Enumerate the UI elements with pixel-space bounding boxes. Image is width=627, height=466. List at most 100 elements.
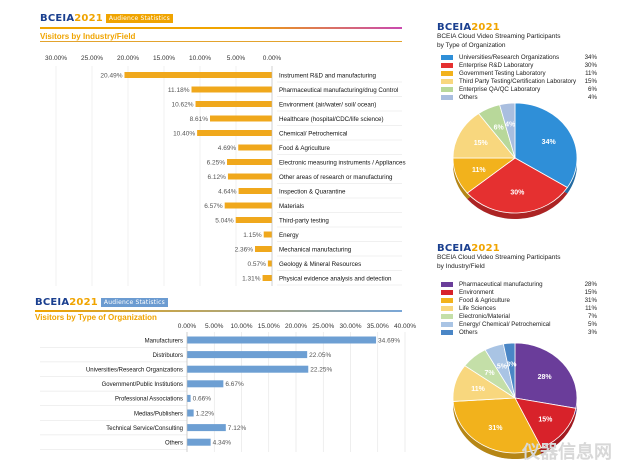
section-title-type: Visitors by Type of Organization xyxy=(35,313,157,322)
pie-org-title-line2: by Type of Organization xyxy=(437,41,506,49)
pie-field-title-line1: BCEIA Cloud Video Streaming Participants xyxy=(437,254,561,261)
pie-org-chart: 34% 30% 11% 15% 6% 4% xyxy=(452,102,578,219)
pie-field-legend: Pharmaceutical manufacturing 28% Environme… xyxy=(441,280,597,336)
legend-swatch xyxy=(441,329,453,335)
x-tick-label: 0.00% xyxy=(263,55,282,62)
x-tick-label: 5.00% xyxy=(227,55,246,62)
watermark-text: 仪器信息网 xyxy=(522,442,612,462)
category-label: Chemical/ Petrochemical xyxy=(279,130,347,137)
bar xyxy=(255,246,272,252)
legend-item: Energy/ Chemical/ Petrochemical 5% xyxy=(441,320,597,328)
category-label: Healthcare (hospital/CDC/life science) xyxy=(279,116,384,123)
data-label: 20.49% xyxy=(100,72,122,79)
x-tick-label: 30.00% xyxy=(45,55,67,62)
legend-value: 15% xyxy=(584,77,597,85)
legend-value: 30% xyxy=(584,61,597,69)
legend-label: Others xyxy=(459,93,478,101)
data-label: 34.69% xyxy=(378,337,400,344)
x-tick-label: 20.00% xyxy=(117,55,139,62)
legend-value: 3% xyxy=(588,328,597,336)
legend-value: 4% xyxy=(588,93,597,101)
header-rule xyxy=(40,27,402,29)
data-label: 8.61% xyxy=(190,116,209,123)
data-label: 1.15% xyxy=(243,232,262,239)
bar xyxy=(262,275,272,281)
legend-label: Third Party Testing/Certification Labora… xyxy=(459,77,577,85)
legend-swatch xyxy=(441,281,453,287)
category-label: Manufacturers xyxy=(145,338,183,344)
legend-swatch xyxy=(441,62,453,68)
logo-year: 2021 xyxy=(471,22,500,33)
legend-value: 28% xyxy=(584,280,597,288)
legend-label: Government Testing Laboratory xyxy=(459,69,546,77)
logo-main: BCEIA xyxy=(35,297,70,308)
bar xyxy=(195,101,272,107)
logo-industry: BCEIA2021 Audience Statistics xyxy=(40,13,173,24)
bar xyxy=(187,365,309,373)
bar xyxy=(187,409,194,417)
pie-field-title-line2: by Industry/Field xyxy=(437,262,485,270)
data-label: 4.69% xyxy=(218,145,237,152)
bar xyxy=(187,380,224,388)
legend-value: 6% xyxy=(588,85,597,93)
data-label: 4.64% xyxy=(218,188,237,195)
industry-bar-chart: 30.00% 25.00% 20.00% 15.00% 10.00% 5.00% 0.00%… xyxy=(45,55,406,286)
legend-swatch xyxy=(441,94,453,100)
legend-value: 34% xyxy=(584,53,597,61)
bar xyxy=(238,144,272,151)
legend-swatch xyxy=(441,86,453,92)
category-label: Other areas of research or manufacturing xyxy=(279,174,393,181)
pie-slice-label: 31% xyxy=(488,425,503,432)
x-tick-label: 25.00% xyxy=(81,55,103,62)
legend-item: Others 4% xyxy=(441,93,597,101)
logo-year: 2021 xyxy=(74,13,103,24)
bar xyxy=(263,231,272,238)
category-label: Environment (air/water/ soil/ ocean) xyxy=(279,101,376,108)
category-label: Government/Public Institutions xyxy=(102,382,183,388)
legend-item: Third Party Testing/Certification Labora… xyxy=(441,77,597,85)
bar xyxy=(187,336,377,344)
x-tick-label: 0.00% xyxy=(178,323,197,330)
pie-field-title: BCEIA Cloud Video Streaming Participants… xyxy=(437,254,560,271)
pie-slice-label: 30% xyxy=(510,190,525,197)
logo-main: BCEIA xyxy=(437,243,472,254)
category-label: Pharmaceutical manufacturing/drug Contro… xyxy=(279,87,398,94)
legend-swatch xyxy=(441,321,453,327)
category-label: Technical Service/Consulting xyxy=(106,426,183,432)
pie-slice xyxy=(466,157,568,214)
pie-slice-label: 3% xyxy=(506,362,517,369)
category-label: Materials xyxy=(279,203,304,210)
x-tick-label: 15.00% xyxy=(258,323,280,330)
legend-item: Universities/Research Organizations 34% xyxy=(441,53,597,61)
x-tick-label: 15.00% xyxy=(153,55,175,62)
pie-slice-label: 4% xyxy=(505,122,516,129)
x-tick-label: 20.00% xyxy=(285,323,307,330)
audience-tag: Audience Statistics xyxy=(105,13,173,23)
legend-item: Enterprise R&D Laboratory 30% xyxy=(441,61,597,69)
logo-main: BCEIA xyxy=(437,22,472,33)
category-label: Food & Agriculture xyxy=(279,145,330,152)
pie-slice-label: 11% xyxy=(471,386,485,393)
pie-slice-label: 7% xyxy=(485,370,496,377)
category-label: Mechanical manufacturing xyxy=(279,246,352,253)
legend-item: Food & Agriculture 31% xyxy=(441,296,597,304)
logo-main: BCEIA xyxy=(40,13,75,24)
legend-label: Pharmaceutical manufacturing xyxy=(459,280,543,288)
x-tick-label: 30.00% xyxy=(339,323,361,330)
legend-item: Government Testing Laboratory 11% xyxy=(441,69,597,77)
x-tick-label: 5.00% xyxy=(205,323,224,330)
bar xyxy=(124,72,272,78)
legend-label: Food & Agriculture xyxy=(459,296,510,304)
bar xyxy=(227,159,272,165)
legend-value: 5% xyxy=(588,320,597,328)
category-label: Third-party testing xyxy=(279,217,329,224)
legend-value: 15% xyxy=(584,288,597,296)
legend-label: Universities/Research Organizations xyxy=(459,53,560,61)
legend-label: Electronic/Material xyxy=(459,312,510,320)
data-label: 6.12% xyxy=(207,174,226,181)
category-label: Instrument R&D and manufacturing xyxy=(279,72,377,79)
data-label: 7.12% xyxy=(228,425,247,432)
data-label: 10.62% xyxy=(171,101,193,108)
logo-pie-org: BCEIA2021 xyxy=(437,22,500,33)
legend-swatch xyxy=(441,313,453,319)
